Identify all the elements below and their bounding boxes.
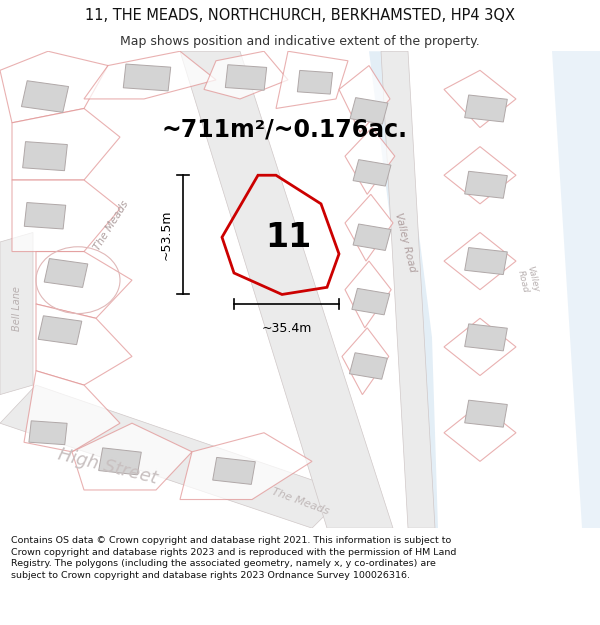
Polygon shape: [345, 261, 391, 328]
Polygon shape: [352, 288, 390, 315]
Polygon shape: [24, 202, 66, 229]
Polygon shape: [552, 51, 600, 528]
Polygon shape: [226, 65, 266, 90]
Polygon shape: [22, 81, 68, 112]
Polygon shape: [98, 448, 142, 475]
Text: Contains OS data © Crown copyright and database right 2021. This information is : Contains OS data © Crown copyright and d…: [11, 536, 456, 580]
Text: 11: 11: [265, 221, 311, 254]
Polygon shape: [123, 64, 171, 91]
Polygon shape: [381, 51, 435, 528]
Polygon shape: [36, 251, 132, 318]
Polygon shape: [84, 51, 216, 99]
Polygon shape: [464, 95, 508, 122]
Polygon shape: [444, 232, 516, 290]
Polygon shape: [44, 259, 88, 288]
Polygon shape: [72, 423, 192, 490]
Polygon shape: [444, 147, 516, 204]
Text: The Meads: The Meads: [92, 199, 130, 252]
Polygon shape: [339, 66, 390, 132]
Polygon shape: [180, 51, 393, 528]
Polygon shape: [342, 328, 389, 394]
Polygon shape: [444, 318, 516, 376]
Polygon shape: [29, 421, 67, 444]
Polygon shape: [345, 194, 393, 261]
Polygon shape: [353, 159, 391, 186]
Polygon shape: [345, 127, 395, 194]
Polygon shape: [12, 109, 120, 180]
Text: Valley Road: Valley Road: [393, 211, 417, 272]
Polygon shape: [369, 51, 438, 528]
Text: ~35.4m: ~35.4m: [262, 322, 311, 335]
Polygon shape: [36, 304, 132, 385]
Text: Bell Lane: Bell Lane: [12, 286, 22, 331]
Polygon shape: [349, 352, 388, 379]
Polygon shape: [38, 316, 82, 344]
Polygon shape: [298, 71, 332, 94]
Text: Map shows position and indicative extent of the property.: Map shows position and indicative extent…: [120, 34, 480, 48]
Text: ~53.5m: ~53.5m: [159, 209, 172, 260]
Polygon shape: [350, 98, 388, 124]
Polygon shape: [180, 432, 312, 499]
Polygon shape: [444, 404, 516, 461]
Polygon shape: [464, 248, 508, 274]
Text: High Street: High Street: [56, 445, 160, 488]
Polygon shape: [276, 51, 348, 109]
Text: The Meads: The Meads: [270, 487, 330, 517]
Polygon shape: [12, 180, 120, 251]
Polygon shape: [24, 371, 120, 452]
Text: Valley
Road: Valley Road: [515, 265, 541, 296]
Polygon shape: [444, 71, 516, 128]
Polygon shape: [0, 232, 33, 394]
Polygon shape: [23, 142, 67, 171]
Polygon shape: [464, 324, 508, 351]
Text: ~711m²/~0.176ac.: ~711m²/~0.176ac.: [162, 118, 408, 142]
Polygon shape: [0, 385, 348, 528]
Polygon shape: [353, 224, 391, 251]
Polygon shape: [464, 171, 508, 198]
Polygon shape: [464, 400, 508, 427]
Polygon shape: [0, 51, 108, 122]
Text: 11, THE MEADS, NORTHCHURCH, BERKHAMSTED, HP4 3QX: 11, THE MEADS, NORTHCHURCH, BERKHAMSTED,…: [85, 8, 515, 23]
Polygon shape: [204, 51, 288, 99]
Polygon shape: [212, 458, 256, 484]
